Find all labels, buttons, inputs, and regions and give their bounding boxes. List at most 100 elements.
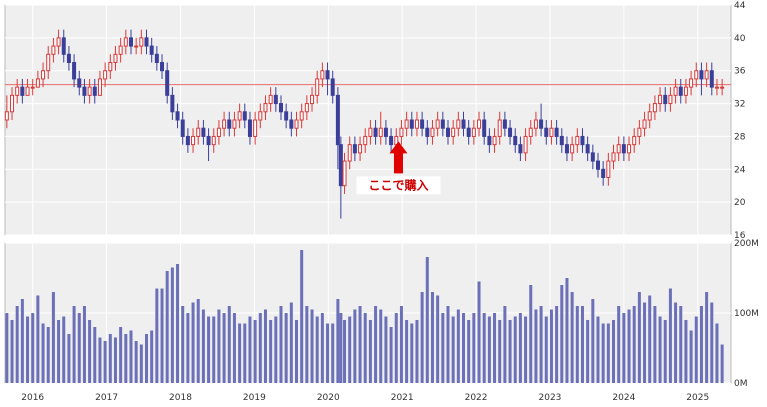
candle-down [278,103,283,113]
candle-up [668,94,673,105]
volume-bar [643,302,647,383]
candle-down [621,144,626,154]
volume-bar [508,320,512,383]
candle-up [414,119,419,129]
volume-bar [518,313,522,383]
volume-bar [217,309,221,383]
x-tick-label: 2016 [21,393,44,403]
volume-bar [150,330,154,383]
volume-bar [498,320,502,383]
volume-bar [139,344,143,383]
volume-bar [46,327,50,383]
volume-bar [379,309,383,383]
candle-down [601,168,606,179]
candle-up [637,127,642,137]
candle-up [51,45,56,55]
candle-down [247,119,252,137]
candle-down [284,111,289,121]
volume-bar [5,313,9,383]
volume-y-tick-label: 200M [734,239,759,249]
volume-bar [263,309,267,383]
candle-down [539,119,544,129]
candle-down [170,94,175,113]
volume-bar [98,337,102,383]
candle-up [606,160,611,178]
volume-bar [243,323,247,383]
candle-down [482,119,487,137]
candle-up [549,127,554,137]
x-tick-label: 2023 [539,393,562,403]
candle-up [10,94,15,113]
volume-bar [560,285,564,383]
candle-up [642,119,647,129]
volume-bar [441,313,445,383]
volume-bar [482,313,486,383]
volume-bar [212,316,216,383]
volume-bar [513,316,517,383]
candle-up [258,111,263,121]
volume-bar [124,334,128,383]
candle-up [263,103,268,113]
volume-bar [343,320,347,383]
candle-up [435,119,440,129]
volume-bar [679,306,683,383]
x-tick-label: 2025 [686,393,709,403]
volume-bar [451,316,455,383]
candle-down [92,86,97,96]
volume-bar [269,320,273,383]
volume-bar [103,341,107,383]
price-y-tick-label: 20 [734,198,746,208]
volume-bar [374,306,378,383]
candle-down [330,78,335,96]
candle-up [35,78,40,88]
volume-bar [339,313,343,383]
volume-bar [674,302,678,383]
volume-bar [160,288,164,383]
volume-bar [20,299,24,383]
x-tick-label: 2019 [243,393,266,403]
candle-up [704,70,709,80]
candle-down [709,70,714,88]
volume-bar [384,316,388,383]
x-tick-label: 2017 [95,393,118,403]
volume-bar [477,281,481,383]
volume-y-axis: 0M 100M 200M [734,239,759,389]
volume-bar [534,309,538,383]
volume-bar [57,320,61,383]
candle-up [477,119,482,129]
volume-bar [689,330,693,383]
volume-bar [648,295,652,383]
candle-up [363,135,368,146]
volume-bar [248,316,252,383]
volume-bar [617,306,621,383]
x-tick-label: 2024 [612,393,635,403]
candle-down [440,119,445,129]
candle-up [523,135,528,154]
volume-bar [88,320,92,383]
volume-bar [503,306,507,383]
candle-up [25,86,30,96]
price-y-tick-label: 32 [734,100,745,110]
volume-bar [580,306,584,383]
volume-bar [555,306,559,383]
candle-up [56,37,61,47]
candle-up [632,135,637,146]
volume-bar [694,316,698,383]
volume-bar [410,323,414,383]
candle-up [134,45,139,48]
candle-up [304,103,309,113]
volume-bar [575,306,579,383]
volume-bar [446,306,450,383]
volume-bar [77,313,81,383]
candle-up [108,62,113,72]
volume-bar [222,313,226,383]
candle-up [118,45,123,55]
candle-down [273,94,278,105]
candle-up [4,111,9,121]
candle-down [699,70,704,80]
candle-down [663,94,668,105]
candle-up [616,144,621,154]
volume-bar [113,337,117,383]
volume-bar [82,306,86,383]
